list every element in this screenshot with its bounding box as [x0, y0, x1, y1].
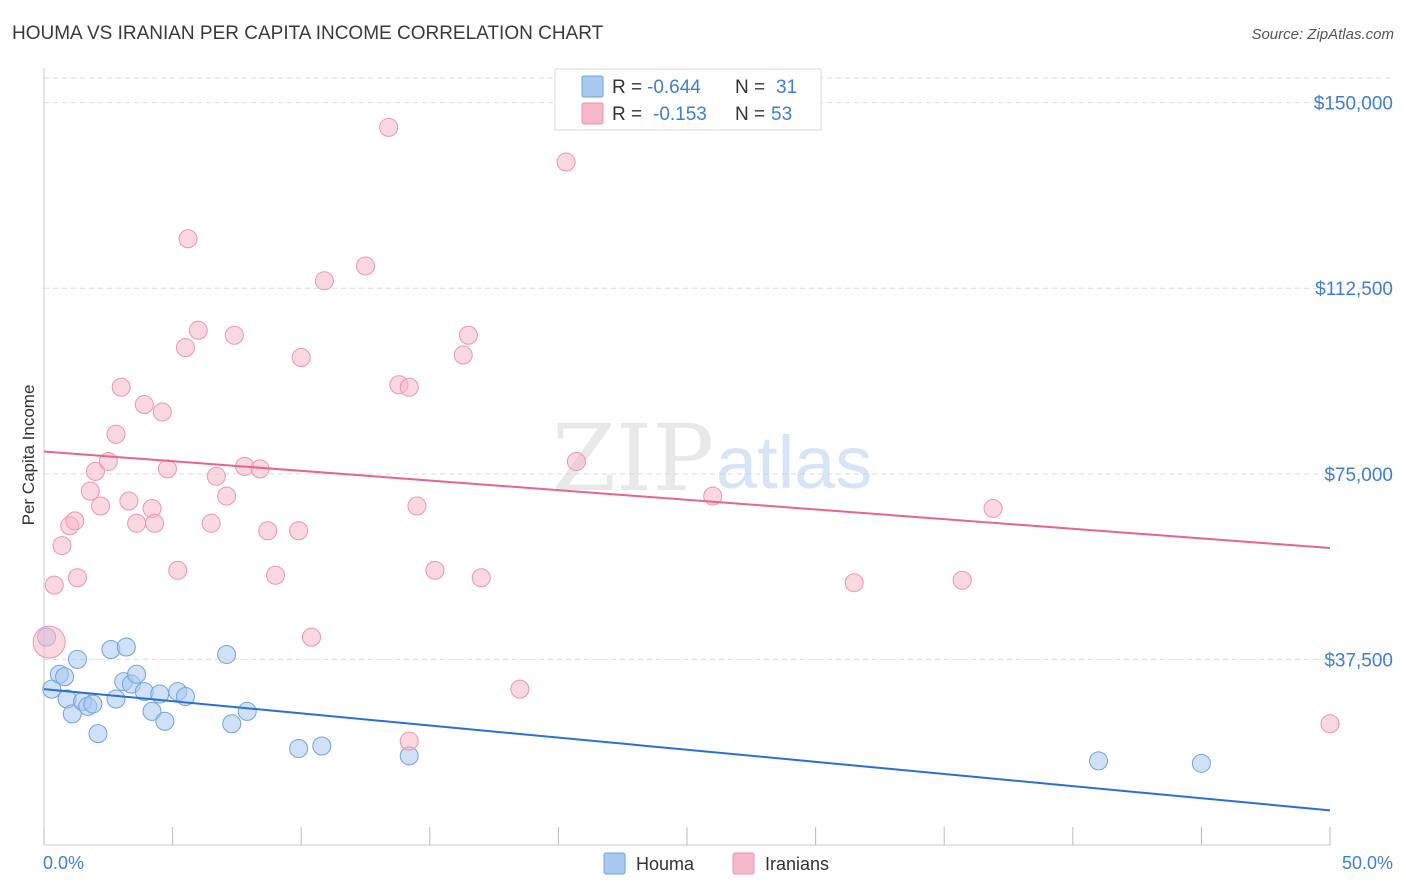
iranians-point — [566, 451, 586, 471]
legend-bottom-houma-label: Houma — [636, 854, 695, 874]
iranians-point — [224, 325, 244, 345]
legend-houma-swatch — [581, 75, 604, 98]
iranians-point — [844, 573, 864, 593]
iranians-point — [556, 152, 576, 172]
houma-point — [62, 704, 82, 724]
legend-iranians-r-value: -0.153 — [653, 104, 707, 125]
gridlines — [44, 77, 1394, 660]
iranians-point — [65, 511, 85, 531]
houma-point — [83, 694, 103, 714]
iranians-point — [152, 402, 172, 422]
legend-bottom-iranians-label: Iranians — [765, 854, 829, 874]
iranians-point — [119, 491, 139, 511]
iranians-point — [458, 325, 478, 345]
x-tick-label: 50.0% — [1342, 853, 1393, 873]
houma-point — [1191, 753, 1211, 773]
iranians-point — [952, 570, 972, 590]
trend-lines — [43, 450, 1331, 812]
legend-top: R = -0.644 N = 31 R = -0.153 N = 53 — [554, 68, 822, 131]
y-tick-labels: $150,000 $112,500 $75,000 $37,500 — [1314, 94, 1393, 672]
legend-iranians-r-label: R = — [612, 104, 642, 125]
houma-point — [289, 738, 309, 758]
iranians-point — [356, 256, 375, 276]
iranians-point — [425, 560, 445, 580]
watermark-atlas: atlas — [716, 421, 872, 504]
houma-point — [222, 714, 242, 734]
iranians-point — [379, 117, 399, 137]
legend-houma-n-value: 31 — [776, 77, 797, 98]
data-points — [32, 117, 1340, 773]
legend-houma-r-value: -0.644 — [647, 77, 701, 98]
y-tick-label: $75,000 — [1324, 465, 1393, 486]
iranians-point — [206, 466, 226, 486]
iranians-point — [291, 348, 311, 368]
iranians-point — [127, 513, 147, 533]
iranians-point — [80, 481, 100, 501]
iranians-point — [52, 536, 72, 556]
iranians-point — [983, 498, 1003, 518]
houma-point — [116, 637, 136, 657]
legend-iranians-n-label: N = — [735, 104, 765, 125]
iranians-point — [85, 461, 105, 481]
houma-point — [150, 684, 170, 704]
x-tick-label: 0.0% — [43, 853, 84, 873]
iranians-point — [510, 679, 530, 699]
chart-title: HOUMA VS IRANIAN PER CAPITA INCOME CORRE… — [12, 23, 604, 44]
iranians-point — [471, 568, 491, 588]
legend-bottom: Houma Iranians — [603, 852, 829, 875]
iranians-point — [178, 229, 198, 249]
legend-houma-r-label: R = — [612, 77, 642, 98]
iranians-point — [314, 271, 334, 291]
iranians-point — [188, 320, 208, 340]
houma-point — [55, 667, 75, 687]
iranians-point — [44, 575, 64, 595]
iranians-point — [1320, 714, 1340, 734]
iranians-point — [145, 513, 165, 533]
iranians-point — [67, 568, 87, 588]
iranians-point — [106, 424, 126, 444]
houma-point — [127, 664, 147, 684]
legend-bottom-iranians-swatch — [732, 852, 755, 875]
houma-trend-line — [43, 688, 1331, 812]
legend-houma-n-label: N = — [735, 77, 765, 98]
iranians-point — [134, 395, 154, 415]
iranians-point — [399, 731, 419, 751]
legend-bottom-houma-swatch — [603, 852, 626, 875]
houma-point — [106, 689, 126, 709]
houma-point — [88, 724, 108, 744]
houma-point — [155, 711, 175, 731]
iranians-point — [301, 627, 321, 647]
iranians-point — [258, 521, 278, 541]
houma-point — [237, 701, 257, 721]
y-tick-label: $37,500 — [1324, 650, 1393, 671]
iranians-point — [168, 560, 188, 580]
y-tick-label: $150,000 — [1314, 94, 1393, 115]
houma-point — [142, 701, 162, 721]
houma-point — [1089, 751, 1109, 771]
chart-source: Source: ZipAtlas.com — [1251, 26, 1394, 43]
iranians-point — [111, 377, 131, 397]
houma-point — [312, 736, 332, 756]
iranians-point — [175, 338, 195, 358]
iranians-point — [289, 521, 309, 541]
iranians-point — [32, 625, 66, 659]
iranians-point — [201, 513, 221, 533]
iranians-point — [91, 496, 111, 516]
houma-point — [67, 649, 87, 669]
iranians-point — [157, 459, 177, 479]
iranians-point — [453, 345, 473, 365]
y-tick-label: $112,500 — [1315, 279, 1393, 300]
iranians-point — [399, 377, 419, 397]
houma-point — [217, 644, 237, 664]
legend-iranians-n-value: 53 — [771, 104, 792, 125]
iranians-trend-line — [43, 450, 1331, 550]
y-axis-label: Per Capita Income — [19, 385, 38, 526]
iranians-point — [265, 565, 285, 585]
iranians-point — [217, 486, 237, 506]
x-tick-labels: 0.0% 50.0% — [43, 827, 1393, 873]
iranians-point — [407, 496, 427, 516]
legend-iranians-swatch — [581, 102, 604, 125]
